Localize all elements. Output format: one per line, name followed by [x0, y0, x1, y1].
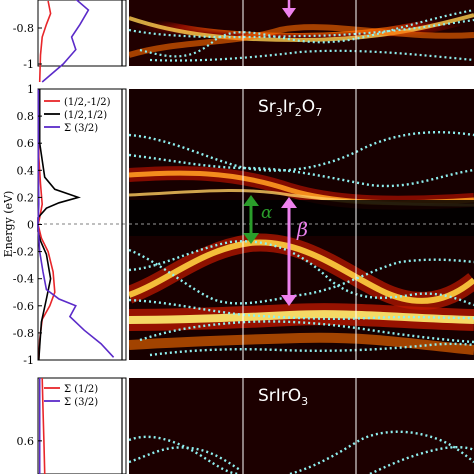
y-tick-label: -1 — [23, 354, 34, 367]
bottom-bands-panel — [129, 378, 474, 474]
alpha-label: α — [261, 203, 273, 223]
middle-bands-panel — [129, 89, 474, 360]
top-dos-panel: -0.8 -1 — [13, 0, 127, 83]
dos-series-purple — [41, 0, 90, 83]
y-tick-label: 0.6 — [17, 435, 35, 448]
top-bands-panel — [129, 0, 474, 66]
y-tick-label: -0.2 — [13, 246, 34, 259]
beta-label: β — [296, 219, 308, 241]
y-tick-label: -0.4 — [13, 273, 34, 286]
legend-label: (1/2,1/2) — [64, 110, 107, 121]
y-tick-label: 0 — [27, 219, 34, 232]
middle-legend: (1/2,-1/2) (1/2,1/2) Σ (3/2) — [44, 97, 111, 134]
legend-label: Σ (3/2) — [64, 397, 98, 408]
y-tick-label: -0.6 — [13, 300, 34, 313]
y-tick-label: -0.8 — [13, 22, 34, 35]
legend-label: (1/2,-1/2) — [64, 97, 111, 108]
y-tick-label: -0.8 — [13, 327, 34, 340]
y-tick-label: 0.4 — [17, 164, 35, 177]
middle-dos-panel: 1 0.8 0.6 0.4 0.2 0 -0.2 -0.4 -0.6 -0.8 -1 (1/2,-1… — [13, 83, 127, 367]
y-axis-label: Energy (eV) — [2, 191, 15, 258]
bottom-dos-panel: 0.6 Σ (1/2) Σ (3/2) — [17, 377, 127, 474]
bottom-legend: Σ (1/2) Σ (3/2) — [44, 384, 98, 408]
y-tick-label: 0.8 — [17, 110, 35, 123]
dos-series--3-2- — [37, 89, 115, 358]
dos-series--1-2-1-2- — [37, 89, 56, 361]
middle-panel-title: Sr3Ir2O7 — [258, 97, 322, 119]
y-tick-label: 0.2 — [17, 191, 35, 204]
y-tick-label: 1 — [27, 83, 34, 96]
y-tick-label: 0.6 — [17, 137, 35, 150]
legend-label: Σ (3/2) — [64, 123, 98, 134]
legend-label: Σ (1/2) — [64, 384, 98, 395]
y-tick-label: -1 — [23, 58, 34, 71]
dos-series-red — [38, 0, 52, 83]
dos-series--1-2- — [41, 377, 46, 474]
bottom-panel-title: SrIrO3 — [258, 386, 308, 408]
